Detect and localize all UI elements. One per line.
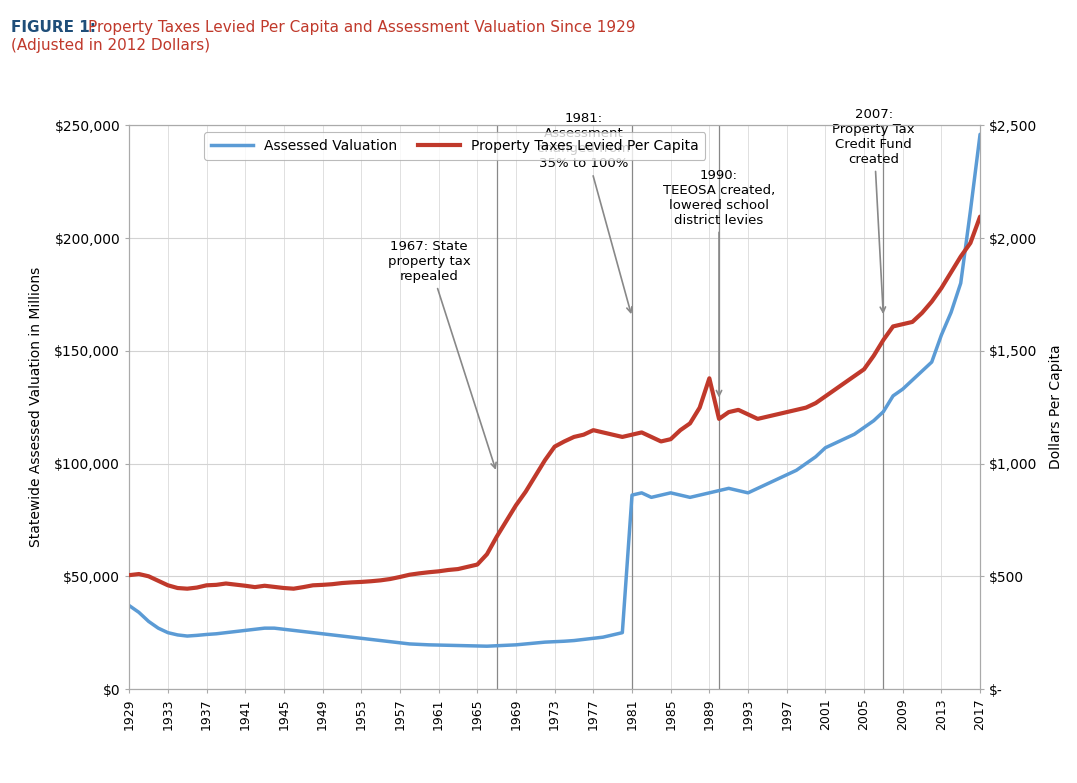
Text: (Adjusted in 2012 Dollars): (Adjusted in 2012 Dollars) (11, 38, 210, 53)
Text: 1981:
Assessment
changed from
35% to 100%: 1981: Assessment changed from 35% to 100… (537, 113, 632, 312)
Text: 1990:
TEEOSA created,
lowered school
district levies: 1990: TEEOSA created, lowered school dis… (663, 169, 775, 395)
Y-axis label: Statewide Assessed Valuation in Millions: Statewide Assessed Valuation in Millions (29, 267, 43, 547)
Text: 2007:
Property Tax
Credit Fund
created: 2007: Property Tax Credit Fund created (833, 108, 915, 312)
Text: Property Taxes Levied Per Capita and Assessment Valuation Since 1929: Property Taxes Levied Per Capita and Ass… (88, 20, 635, 34)
Text: 1967: State
property tax
repealed: 1967: State property tax repealed (388, 240, 496, 468)
Text: FIGURE 1:: FIGURE 1: (11, 20, 96, 34)
Legend: Assessed Valuation, Property Taxes Levied Per Capita: Assessed Valuation, Property Taxes Levie… (205, 132, 705, 160)
Y-axis label: Dollars Per Capita: Dollars Per Capita (1049, 345, 1063, 470)
